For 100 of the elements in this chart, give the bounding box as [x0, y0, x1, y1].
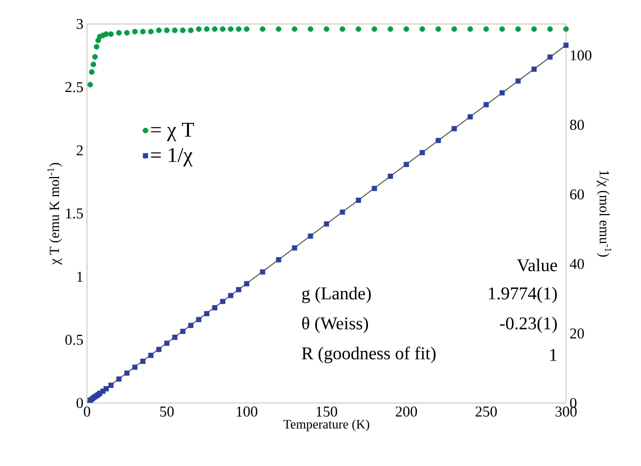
- point: [212, 305, 218, 310]
- point: [156, 28, 162, 34]
- point: [484, 102, 489, 108]
- point: [236, 26, 242, 32]
- y-tick-label: 2.5: [65, 82, 83, 92]
- x-tick-label: 200: [396, 406, 417, 417]
- point: [435, 26, 442, 32]
- y2-axis-title: 1/χ (mol emu$^{-1}$): [596, 170, 612, 257]
- point: [164, 340, 170, 346]
- point: [90, 62, 96, 68]
- point: [156, 346, 162, 352]
- y-tick-label: 3: [76, 18, 83, 30]
- annotation: θ (Weiss): [302, 316, 368, 334]
- point: [451, 26, 458, 32]
- y2-tick-label: 20: [570, 328, 584, 338]
- point: [515, 26, 521, 32]
- annotation: 1: [550, 348, 557, 361]
- point: [260, 269, 266, 275]
- y2-tick-label: 60: [570, 189, 584, 200]
- point: [244, 26, 250, 32]
- point: [116, 30, 122, 36]
- point: [188, 28, 194, 34]
- x-axis-title: Temperature (K): [284, 419, 370, 432]
- point: [204, 311, 210, 316]
- point: [483, 26, 489, 32]
- x-tick-label: 250: [476, 406, 497, 417]
- point: [124, 30, 130, 36]
- point: [420, 150, 425, 156]
- y2-tick-label: 80: [570, 120, 584, 130]
- point: [196, 316, 202, 322]
- point: [140, 28, 146, 34]
- point: [499, 26, 505, 32]
- point: [372, 26, 378, 32]
- annotation: g (Lande): [302, 286, 371, 304]
- annotation: -0.23(1): [500, 316, 557, 334]
- x-tick-label: 150: [316, 406, 338, 417]
- point: [236, 287, 242, 292]
- legend-label: = 1/χ: [151, 148, 193, 166]
- point: [516, 78, 521, 84]
- point: [308, 26, 314, 32]
- point: [87, 82, 93, 88]
- point: [103, 31, 109, 37]
- point: [244, 281, 250, 286]
- y2-tick-label: 0: [570, 398, 576, 408]
- point: [204, 26, 210, 32]
- y-tick-label: 1: [77, 272, 83, 282]
- y-tick-label: 2: [76, 145, 83, 156]
- y2-tick-label: 40: [570, 258, 584, 269]
- annotation: Value: [516, 258, 558, 272]
- point: [547, 54, 553, 60]
- point: [140, 358, 146, 364]
- point: [188, 322, 194, 328]
- point: [292, 26, 298, 32]
- x-tick-label: 50: [160, 406, 174, 417]
- point: [116, 376, 122, 382]
- y2-tick-label: 100: [570, 50, 592, 60]
- point: [148, 352, 154, 358]
- point: [468, 114, 473, 120]
- point: [340, 26, 346, 32]
- point: [436, 138, 441, 144]
- annotation: 1.9774(1): [488, 286, 557, 304]
- point: [324, 221, 330, 227]
- point: [220, 26, 226, 32]
- point: [500, 90, 505, 96]
- point: [340, 210, 346, 215]
- point: [356, 26, 362, 32]
- point: [388, 174, 393, 179]
- point: [132, 364, 138, 370]
- point: [220, 298, 226, 304]
- point: [388, 26, 394, 32]
- annotation: R (goodness of fit): [302, 346, 436, 364]
- point: [108, 382, 114, 388]
- point: [180, 328, 186, 334]
- point: [89, 69, 95, 75]
- point: [276, 257, 282, 262]
- y-tick-label: 0.5: [65, 334, 83, 345]
- point: [104, 386, 109, 392]
- y-tick-label: 1.5: [66, 208, 83, 219]
- point: [324, 26, 330, 32]
- point: [276, 26, 282, 32]
- point: [172, 334, 178, 340]
- point: [531, 66, 537, 72]
- point: [124, 370, 130, 376]
- point: [420, 26, 426, 32]
- point: [372, 186, 377, 192]
- point: [132, 28, 138, 34]
- point: [196, 26, 202, 32]
- point: [228, 292, 234, 298]
- point: [180, 28, 186, 34]
- y-axis-title: χ T (emu K mol$^{-1}$): [47, 162, 62, 265]
- legend-label: = χ T: [151, 122, 194, 142]
- point: [467, 26, 473, 32]
- point: [308, 234, 314, 239]
- point: [547, 26, 553, 32]
- point: [260, 26, 266, 32]
- point: [292, 245, 298, 251]
- x-tick-label: 100: [236, 406, 258, 417]
- point: [148, 28, 154, 34]
- point: [164, 28, 170, 34]
- point: [404, 26, 410, 32]
